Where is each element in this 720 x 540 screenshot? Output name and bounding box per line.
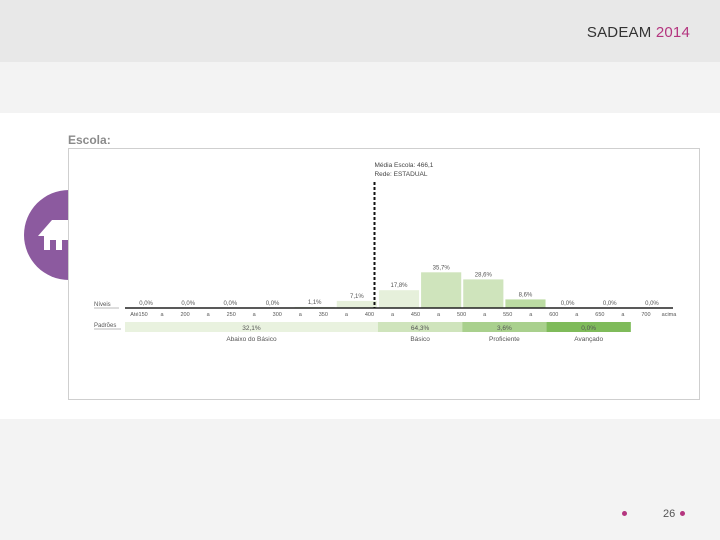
padroes-label: Padrões bbox=[94, 323, 116, 329]
niveis-tick-5: a bbox=[253, 312, 257, 318]
bar-label-2: 0,0% bbox=[224, 301, 238, 307]
school-title: Escola: bbox=[68, 133, 111, 147]
niveis-tick-0: Até150 bbox=[130, 312, 147, 318]
niveis-tick-1: a bbox=[161, 312, 165, 318]
niveis-tick-8: 350 bbox=[319, 312, 328, 318]
bar-5 bbox=[336, 300, 377, 308]
bar-label-6: 17,8% bbox=[390, 283, 408, 289]
bar-label-8: 28,6% bbox=[475, 272, 493, 278]
niveis-tick-14: 500 bbox=[457, 312, 466, 318]
niveis-tick-11: a bbox=[391, 312, 395, 318]
padrao-pct-0: 32,1% bbox=[242, 325, 261, 332]
padrao-name-2: Proficiente bbox=[489, 336, 520, 343]
bar-label-5: 7,1% bbox=[350, 294, 364, 300]
bar-label-9: 8,6% bbox=[519, 292, 533, 298]
footer-dot-left bbox=[622, 511, 627, 516]
header-band bbox=[0, 0, 720, 62]
bar-label-1: 0,0% bbox=[181, 301, 195, 307]
padrao-pct-2: 3,6% bbox=[497, 325, 512, 332]
niveis-label: Níveis bbox=[94, 302, 111, 308]
chart-frame bbox=[68, 148, 700, 400]
niveis-tick-9: a bbox=[345, 312, 349, 318]
niveis-tick-4: 250 bbox=[227, 312, 236, 318]
niveis-tick-21: a bbox=[621, 312, 625, 318]
mean-label-school: Média Escola: 466,1 bbox=[374, 162, 433, 169]
bar-6 bbox=[378, 290, 420, 308]
brand-name: SADEAM bbox=[586, 24, 652, 41]
page-number: 26 bbox=[663, 508, 676, 520]
bar-label-11: 0,0% bbox=[603, 301, 617, 307]
niveis-tick-7: a bbox=[299, 312, 303, 318]
bar-label-12: 0,0% bbox=[645, 301, 659, 307]
niveis-tick-17: a bbox=[529, 312, 533, 318]
padrao-band-2 bbox=[462, 322, 547, 332]
niveis-tick-3: a bbox=[207, 312, 211, 318]
padrao-pct-3: 0,0% bbox=[581, 325, 596, 332]
padrao-band-3 bbox=[546, 322, 631, 332]
bar-label-0: 0,0% bbox=[139, 301, 153, 307]
niveis-tick-18: 600 bbox=[549, 312, 558, 318]
niveis-tick-12: 450 bbox=[411, 312, 420, 318]
bar-label-7: 35,7% bbox=[433, 265, 451, 271]
niveis-tick-13: a bbox=[437, 312, 441, 318]
padrao-pct-1: 64,3% bbox=[411, 325, 430, 332]
niveis-tick-23: acima bbox=[662, 312, 678, 318]
niveis-tick-2: 200 bbox=[180, 312, 189, 318]
brand-title: SADEAM 2014 bbox=[587, 24, 690, 41]
niveis-tick-20: 650 bbox=[595, 312, 604, 318]
footer-dot-right bbox=[680, 511, 685, 516]
padrao-band-0 bbox=[125, 322, 378, 332]
bar-label-3: 0,0% bbox=[266, 301, 280, 307]
bar-9 bbox=[505, 299, 546, 308]
padrao-name-1: Básico bbox=[410, 336, 430, 343]
padrao-band-1 bbox=[377, 322, 463, 332]
mean-label-network: Rede: ESTADUAL bbox=[374, 171, 427, 178]
niveis-tick-15: a bbox=[483, 312, 487, 318]
bar-8 bbox=[463, 279, 504, 308]
bar-7 bbox=[421, 272, 462, 308]
bar-label-4: 1,1% bbox=[308, 300, 322, 306]
niveis-tick-16: 550 bbox=[503, 312, 512, 318]
brand-year: 2014 bbox=[655, 24, 690, 41]
padrao-name-0: Abaixo do Básico bbox=[226, 336, 277, 343]
niveis-tick-22: 700 bbox=[641, 312, 650, 318]
niveis-tick-10: 400 bbox=[365, 312, 374, 318]
niveis-tick-6: 300 bbox=[273, 312, 282, 318]
padrao-name-3: Avançado bbox=[574, 336, 603, 343]
niveis-tick-19: a bbox=[575, 312, 579, 318]
bar-label-10: 0,0% bbox=[561, 301, 575, 307]
